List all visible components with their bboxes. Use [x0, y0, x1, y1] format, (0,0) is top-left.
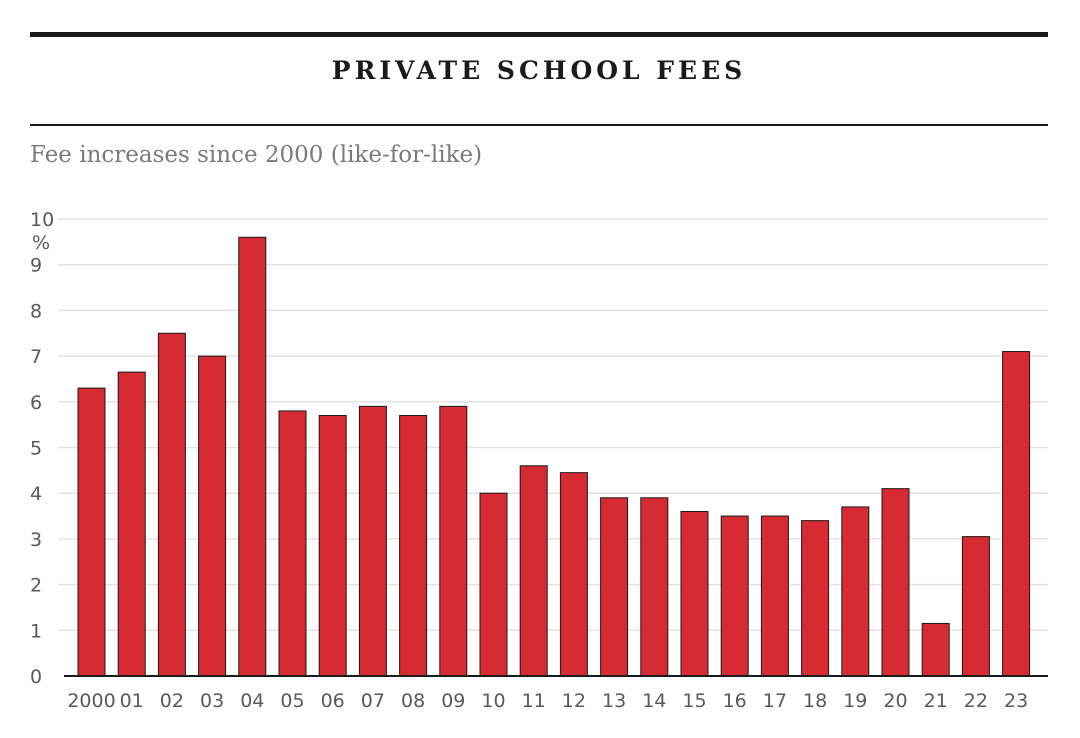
- x-tick-label: 09: [441, 690, 465, 712]
- bar-14: [640, 497, 669, 677]
- chart-subtitle: Fee increases since 2000 (like-for-like): [30, 142, 483, 168]
- bar-23: [1002, 351, 1031, 677]
- bar-22: [961, 536, 990, 677]
- bar-20: [881, 488, 910, 677]
- y-tick-label: 10: [30, 209, 54, 231]
- y-tick-label: 9: [30, 255, 42, 277]
- bar-19: [841, 506, 870, 677]
- bar-09: [439, 405, 468, 677]
- chart-title: PRIVATE SCHOOL FEES: [331, 56, 747, 85]
- bar-2000: [77, 387, 106, 677]
- x-tick-label: 14: [642, 690, 666, 712]
- bar-21: [921, 622, 950, 677]
- title-rule: [30, 124, 1048, 126]
- bar-16: [720, 515, 749, 677]
- y-tick-label: 7: [30, 346, 42, 368]
- x-axis-ticks: 2000 01 02 03 04 05 06 07 08 09 10 11 12 13 14 15 16 17 18…: [67, 690, 1028, 712]
- y-axis-unit-label: %: [32, 232, 50, 254]
- bar-13: [600, 497, 629, 677]
- y-tick-label: 4: [30, 483, 42, 505]
- bar-11: [519, 465, 548, 677]
- x-tick-label: 08: [401, 690, 425, 712]
- x-tick-label: 01: [120, 690, 144, 712]
- bars: [77, 236, 1031, 677]
- y-tick-label: 0: [30, 666, 42, 688]
- x-tick-label: 12: [562, 690, 586, 712]
- bar-12: [559, 472, 588, 677]
- y-tick-label: 1: [30, 620, 42, 642]
- y-axis-ticks: 0 1 2 3 4 5 6 7 8 9 10: [30, 209, 54, 688]
- bar-04: [238, 236, 267, 677]
- x-tick-label: 07: [361, 690, 385, 712]
- bar-02: [157, 332, 186, 677]
- x-tick-label: 20: [883, 690, 907, 712]
- x-tick-label: 18: [803, 690, 827, 712]
- x-tick-label: 19: [843, 690, 867, 712]
- y-tick-label: 8: [30, 300, 42, 322]
- x-tick-label: 16: [723, 690, 747, 712]
- x-tick-label: 10: [481, 690, 505, 712]
- y-tick-label: 2: [30, 575, 42, 597]
- top-rule: [30, 32, 1048, 37]
- x-tick-label: 03: [200, 690, 224, 712]
- y-tick-label: 6: [30, 392, 42, 414]
- bar-07: [358, 405, 387, 677]
- x-tick-label: 22: [964, 690, 988, 712]
- bar-05: [278, 410, 307, 677]
- bar-08: [399, 415, 428, 677]
- bar-18: [801, 520, 830, 677]
- bar-01: [117, 371, 146, 677]
- bar-17: [760, 515, 789, 677]
- bar-03: [198, 355, 227, 677]
- x-tick-label: 02: [160, 690, 184, 712]
- x-tick-label: 13: [602, 690, 626, 712]
- x-tick-label: 15: [682, 690, 706, 712]
- bar-06: [318, 415, 347, 677]
- x-tick-label: 05: [280, 690, 304, 712]
- y-tick-label: 3: [30, 529, 42, 551]
- x-tick-label: 04: [240, 690, 264, 712]
- x-tick-label: 11: [522, 690, 546, 712]
- bar-15: [680, 510, 709, 677]
- x-tick-label: 06: [321, 690, 345, 712]
- y-tick-label: 5: [30, 438, 42, 460]
- x-tick-label: 2000: [67, 690, 115, 712]
- x-tick-label: 21: [924, 690, 948, 712]
- bar-10: [479, 492, 508, 677]
- x-tick-label: 17: [763, 690, 787, 712]
- x-tick-label: 23: [1004, 690, 1028, 712]
